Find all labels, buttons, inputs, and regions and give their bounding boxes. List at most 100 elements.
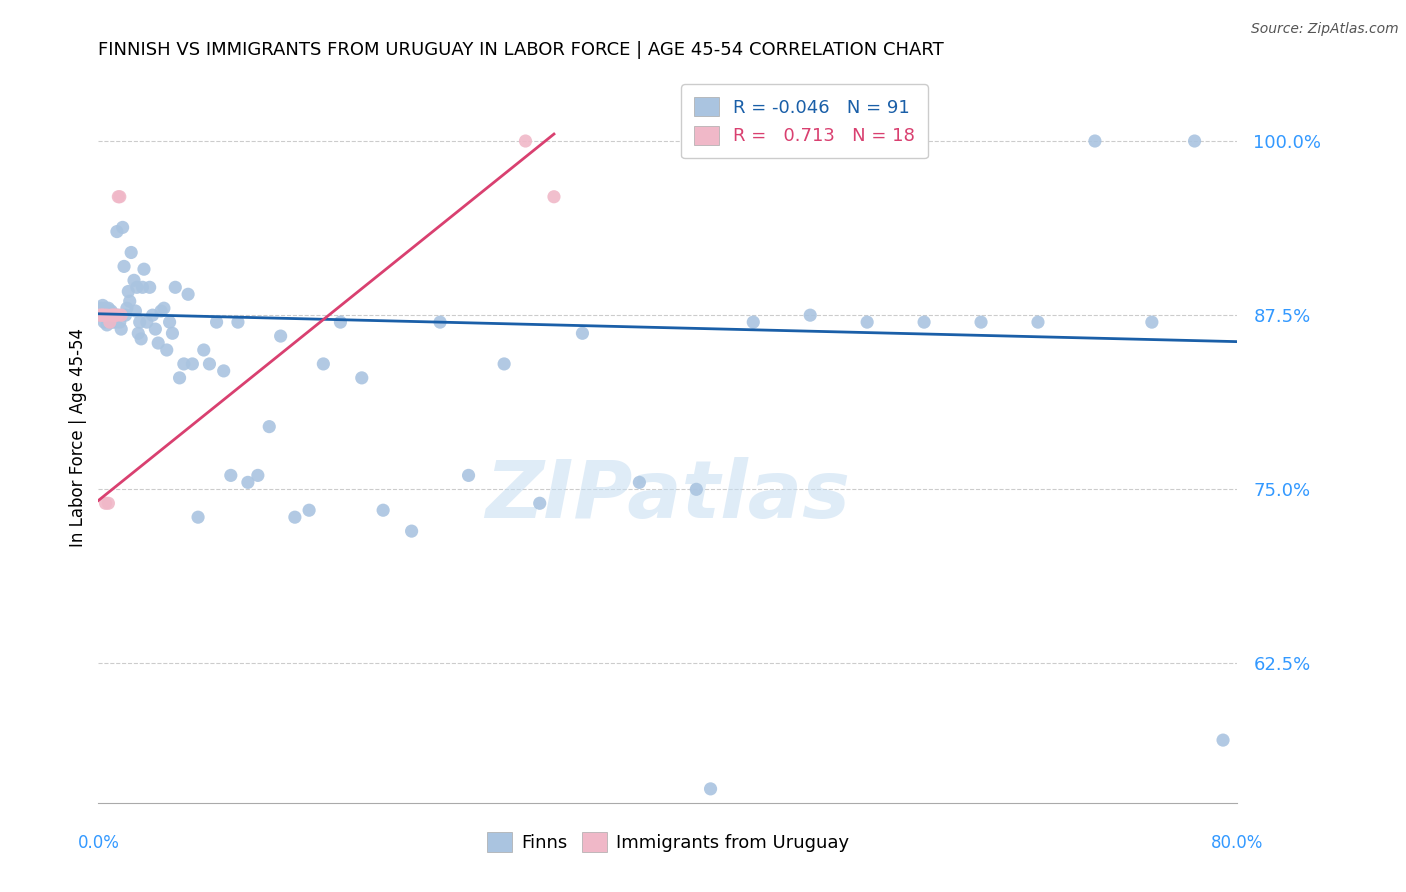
Point [104,308,127,322]
Point [529,496,551,510]
Point [90,308,112,322]
Point [105,308,128,322]
Point [148,336,170,351]
Point [89,308,111,322]
Point [401,524,423,538]
Point [145,322,167,336]
Point [104,315,127,329]
Point [117,285,139,299]
Point [100,308,122,322]
Point [153,301,176,316]
Point [912,315,935,329]
Point [457,468,479,483]
Point [96,308,118,322]
Point [1084,134,1107,148]
Text: Source: ZipAtlas.com: Source: ZipAtlas.com [1251,22,1399,37]
Point [1184,134,1206,148]
Point [125,280,148,294]
Point [111,220,134,235]
Point [89,308,111,322]
Point [138,280,160,294]
Point [91,308,114,322]
Point [187,510,209,524]
Point [543,190,565,204]
Point [100,304,122,318]
Point [212,364,235,378]
Point [259,419,281,434]
Point [173,357,195,371]
Point [270,329,292,343]
Point [101,315,124,329]
Point [1212,733,1234,747]
Point [108,315,131,329]
Point [219,468,242,483]
Point [312,357,335,371]
Point [97,496,120,510]
Text: ZIPatlas: ZIPatlas [485,457,851,534]
Text: FINNISH VS IMMIGRANTS FROM URUGUAY IN LABOR FORCE | AGE 45-54 CORRELATION CHART: FINNISH VS IMMIGRANTS FROM URUGUAY IN LA… [98,41,945,59]
Point [150,304,173,318]
Point [100,312,122,326]
Point [141,308,163,322]
Point [93,308,115,322]
Point [103,308,125,322]
Point [628,475,651,490]
Point [131,280,153,294]
Point [177,287,200,301]
Point [94,301,117,316]
Point [93,308,115,322]
Point [90,301,112,316]
Legend: Finns, Immigrants from Uruguay: Finns, Immigrants from Uruguay [479,825,856,860]
Point [135,315,157,329]
Point [107,308,129,322]
Point [115,301,138,316]
Point [515,134,537,148]
Point [96,318,118,332]
Point [1140,315,1163,329]
Point [699,781,721,796]
Point [110,322,132,336]
Point [94,496,117,510]
Point [122,273,145,287]
Point [97,308,120,322]
Point [205,315,228,329]
Point [970,315,993,329]
Point [350,371,373,385]
Point [236,475,259,490]
Point [128,315,150,329]
Text: 0.0%: 0.0% [77,834,120,852]
Point [169,371,191,385]
Point [98,308,121,322]
Point [685,483,707,497]
Point [93,315,115,329]
Point [373,503,395,517]
Point [494,357,516,371]
Point [165,280,187,294]
Point [571,326,593,341]
Point [110,308,132,322]
Y-axis label: In Labor Force | Age 45-54: In Labor Force | Age 45-54 [69,327,87,547]
Point [129,332,152,346]
Point [198,357,221,371]
Point [127,326,149,341]
Point [132,262,155,277]
Point [181,357,204,371]
Point [118,294,141,309]
Point [284,510,307,524]
Point [226,315,249,329]
Point [162,326,184,341]
Point [1026,315,1049,329]
Point [103,308,125,322]
Point [124,304,146,318]
Point [246,468,269,483]
Point [114,308,136,322]
Point [101,308,124,322]
Point [96,308,118,322]
Text: 80.0%: 80.0% [1211,834,1264,852]
Point [108,190,131,204]
Point [91,308,114,322]
Point [112,260,135,274]
Point [856,315,879,329]
Point [329,315,352,329]
Point [98,315,121,329]
